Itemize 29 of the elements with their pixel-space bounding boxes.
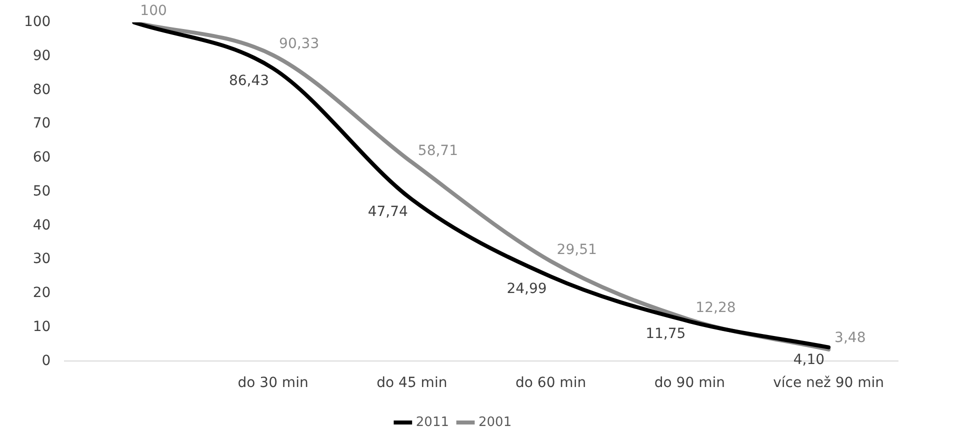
legend-label: 2011 [416, 414, 450, 430]
data-label: 100 [140, 3, 167, 20]
x-tick-label: do 30 min [238, 375, 308, 392]
y-tick-label: 50 [32, 183, 51, 200]
data-label: 11,75 [646, 326, 686, 342]
y-tick-label: 70 [32, 116, 51, 132]
y-tick-label: 90 [32, 48, 51, 64]
y-tick-label: 100 [24, 14, 51, 30]
y-tick-label: 60 [32, 150, 51, 166]
data-label: 24,99 [506, 281, 547, 298]
data-label: 29,51 [556, 242, 597, 258]
x-tick-label: do 60 min [516, 375, 586, 392]
y-tick-label: 30 [32, 251, 51, 268]
x-tick-label: více než 90 min [773, 375, 884, 392]
data-label: 4,10 [793, 352, 825, 368]
y-tick-label: 20 [32, 285, 51, 302]
legend-label: 2001 [478, 414, 512, 430]
y-tick-label: 10 [32, 318, 51, 335]
x-tick-label: do 90 min [654, 375, 725, 392]
y-tick-label: 80 [32, 82, 51, 98]
data-label: 90,33 [279, 36, 320, 52]
y-tick-label: 40 [32, 217, 51, 234]
data-label: 86,43 [228, 73, 270, 90]
y-tick-label: 0 [42, 352, 51, 369]
data-label: 47,74 [368, 204, 408, 220]
data-label: 12,28 [696, 300, 736, 316]
data-label: 3,48 [834, 330, 866, 346]
data-label: 58,71 [418, 142, 458, 159]
x-tick-label: do 45 min [376, 375, 448, 392]
